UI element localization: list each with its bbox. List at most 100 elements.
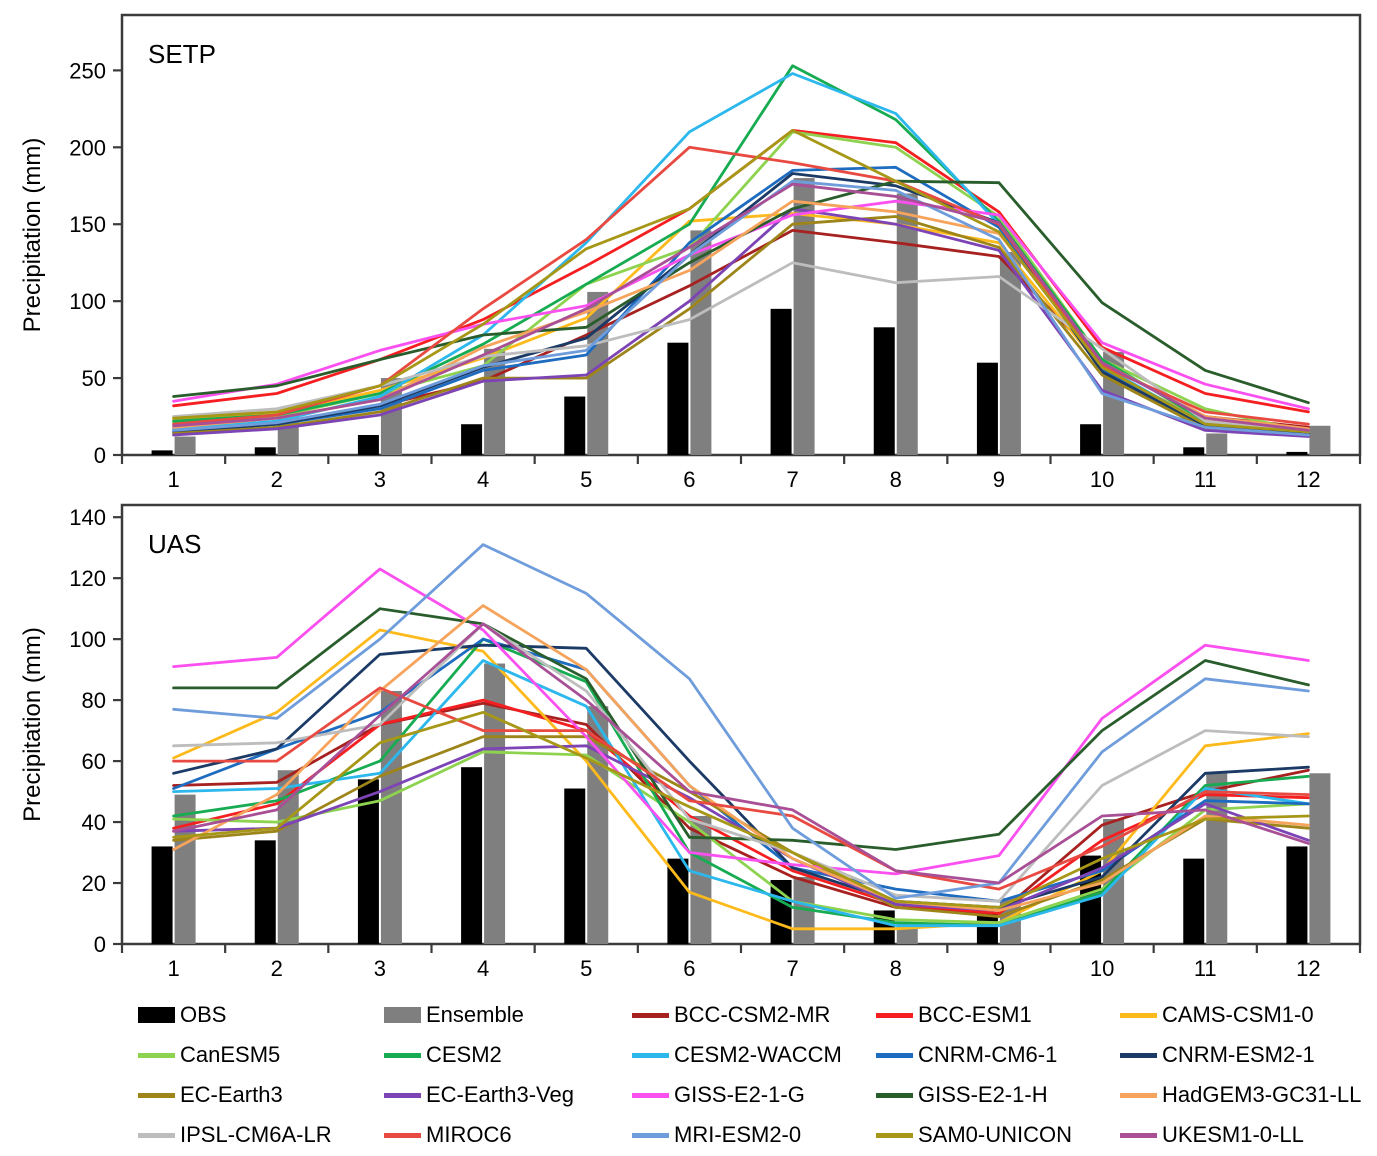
bar-ensemble-month-12: [1309, 425, 1331, 455]
bar-ensemble-month-11: [1206, 433, 1228, 455]
legend-label: CanESM5: [180, 1042, 281, 1067]
line-SAM0-UNICON: [172, 710, 1310, 909]
legend-label: BCC-CSM2-MR: [674, 1002, 831, 1027]
obs-bars: [151, 767, 1308, 944]
y-tick-label: 100: [69, 627, 106, 652]
legend-label: CESM2-WACCM: [674, 1042, 842, 1067]
legend-swatch-MRI-ESM2-0: [632, 1132, 669, 1138]
y-axis: 0 50 100 150 200 250: [69, 58, 122, 468]
legend-item-MRI-ESM2-0: MRI-ESM2-0: [632, 1120, 801, 1150]
panel-label-UAS: UAS: [148, 529, 201, 559]
line-SAM0-UNICON: [172, 128, 1310, 434]
x-tick-label: 1: [167, 956, 179, 981]
line-CESM2: [172, 637, 1310, 928]
legend-item-BCC-CSM2-MR: BCC-CSM2-MR: [632, 1000, 830, 1030]
y-axis-title: Precipitation (mm): [19, 138, 46, 333]
bar-ensemble-month-9: [999, 251, 1021, 455]
legend-label: BCC-ESM1: [918, 1002, 1032, 1027]
bar-obs-month-1: [151, 450, 173, 455]
bar-obs-month-7: [770, 308, 792, 455]
legend-label: HadGEM3-GC31-LL: [1162, 1082, 1362, 1107]
x-tick-label: 2: [271, 467, 283, 492]
line-BCC-ESM1: [172, 698, 1310, 915]
y-tick-label: 0: [94, 932, 106, 957]
x-tick-label: 4: [477, 467, 489, 492]
legend-item-CNRM-CM6-1: CNRM-CM6-1: [876, 1040, 1057, 1070]
chart-legend: OBS Ensemble BCC-CSM2-MR BCC-ESM1 CAMS-CSM1-…: [0, 988, 1377, 1156]
x-tick-label: 1: [167, 467, 179, 492]
legend-item-GISS-E2-1-G: GISS-E2-1-G: [632, 1080, 805, 1110]
legend-swatch-CNRM-ESM2-1: [1120, 1052, 1157, 1058]
bar-ensemble-month-3: [380, 690, 402, 944]
bar-ensemble-month-6: [690, 815, 712, 944]
legend-swatch-MIROC6: [384, 1132, 421, 1138]
y-tick-label: 20: [82, 871, 106, 896]
panel-label-SETP: SETP: [148, 39, 216, 69]
y-tick-label: 100: [69, 289, 106, 314]
bar-obs-month-3: [357, 779, 379, 944]
legend-label: CNRM-CM6-1: [918, 1042, 1058, 1067]
legend-label: CAMS-CSM1-0: [1162, 1002, 1314, 1027]
line-CESM2: [172, 64, 1310, 435]
bar-obs-month-12: [1286, 451, 1308, 455]
legend-label: SAM0-UNICON: [918, 1122, 1073, 1147]
legend-swatch-EC-Earth3: [138, 1092, 175, 1098]
y-tick-label: 40: [82, 810, 106, 835]
legend-swatch-UKESM1-0-LL: [1120, 1132, 1157, 1138]
y-tick-label: 150: [69, 212, 106, 237]
bar-obs-month-6: [667, 858, 689, 944]
x-tick-label: 3: [374, 956, 386, 981]
legend-swatch-Ensemble: [384, 1007, 421, 1023]
x-tick-label: 12: [1296, 956, 1320, 981]
legend-swatch-HadGEM3-GC31-LL: [1120, 1092, 1157, 1098]
legend-swatch-GISS-E2-1-G: [632, 1092, 669, 1098]
line-EC-Earth3-Veg: [172, 207, 1310, 438]
line-MIROC6: [172, 686, 1310, 891]
bar-obs-month-6: [667, 342, 689, 455]
line-GISS-E2-1-G: [172, 567, 1310, 876]
bar-obs-month-2: [254, 840, 276, 944]
legend-item-UKESM1-0-LL: UKESM1-0-LL: [1120, 1120, 1304, 1150]
legend-swatch-SAM0-UNICON: [876, 1132, 913, 1138]
line-GISS-E2-1-H: [172, 607, 1310, 851]
bar-ensemble-month-1: [174, 436, 196, 455]
x-tick-label: 4: [477, 956, 489, 981]
line-UKESM1-0-LL: [172, 182, 1310, 432]
line-MRI-ESM2-0: [172, 543, 1310, 900]
bar-ensemble-month-7: [793, 178, 815, 456]
plot-frame: [120, 503, 1362, 946]
legend-swatch-CAMS-CSM1-0: [1120, 1012, 1157, 1018]
legend-swatch-OBS: [138, 1007, 175, 1023]
x-tick-label: 8: [890, 956, 902, 981]
bar-ensemble-month-4: [484, 663, 506, 944]
bar-ensemble-month-8: [896, 193, 918, 455]
x-tick-label: 2: [271, 956, 283, 981]
y-tick-label: 0: [94, 443, 106, 468]
bar-obs-month-11: [1183, 858, 1205, 944]
x-tick-label: 6: [683, 956, 695, 981]
line-UKESM1-0-LL: [172, 622, 1310, 885]
legend-item-BCC-ESM1: BCC-ESM1: [876, 1000, 1032, 1030]
legend-label: IPSL-CM6A-LR: [180, 1122, 332, 1147]
bar-obs-month-3: [357, 435, 379, 455]
x-tick-label: 5: [580, 956, 592, 981]
line-CAMS-CSM1-0: [172, 212, 1310, 432]
bar-ensemble-month-4: [484, 348, 506, 455]
bar-obs-month-1: [151, 846, 173, 944]
legend-label: Ensemble: [426, 1002, 524, 1027]
bar-ensemble-month-12: [1309, 773, 1331, 944]
bar-obs-month-5: [564, 788, 586, 944]
x-tick-label: 10: [1090, 956, 1114, 981]
x-axis: 1 2 3 4 5 6 7 8 9 10 11 12: [120, 944, 1362, 981]
legend-swatch-CNRM-CM6-1: [876, 1052, 913, 1058]
y-axis: 0 20 40 60 80 100 120 140: [69, 505, 122, 957]
y-tick-label: 60: [82, 749, 106, 774]
legend-label: GISS-E2-1-G: [674, 1082, 805, 1107]
bar-ensemble-month-11: [1206, 773, 1228, 944]
bar-obs-month-9: [976, 913, 998, 944]
legend-item-CESM2: CESM2: [384, 1040, 502, 1070]
y-tick-label: 120: [69, 566, 106, 591]
